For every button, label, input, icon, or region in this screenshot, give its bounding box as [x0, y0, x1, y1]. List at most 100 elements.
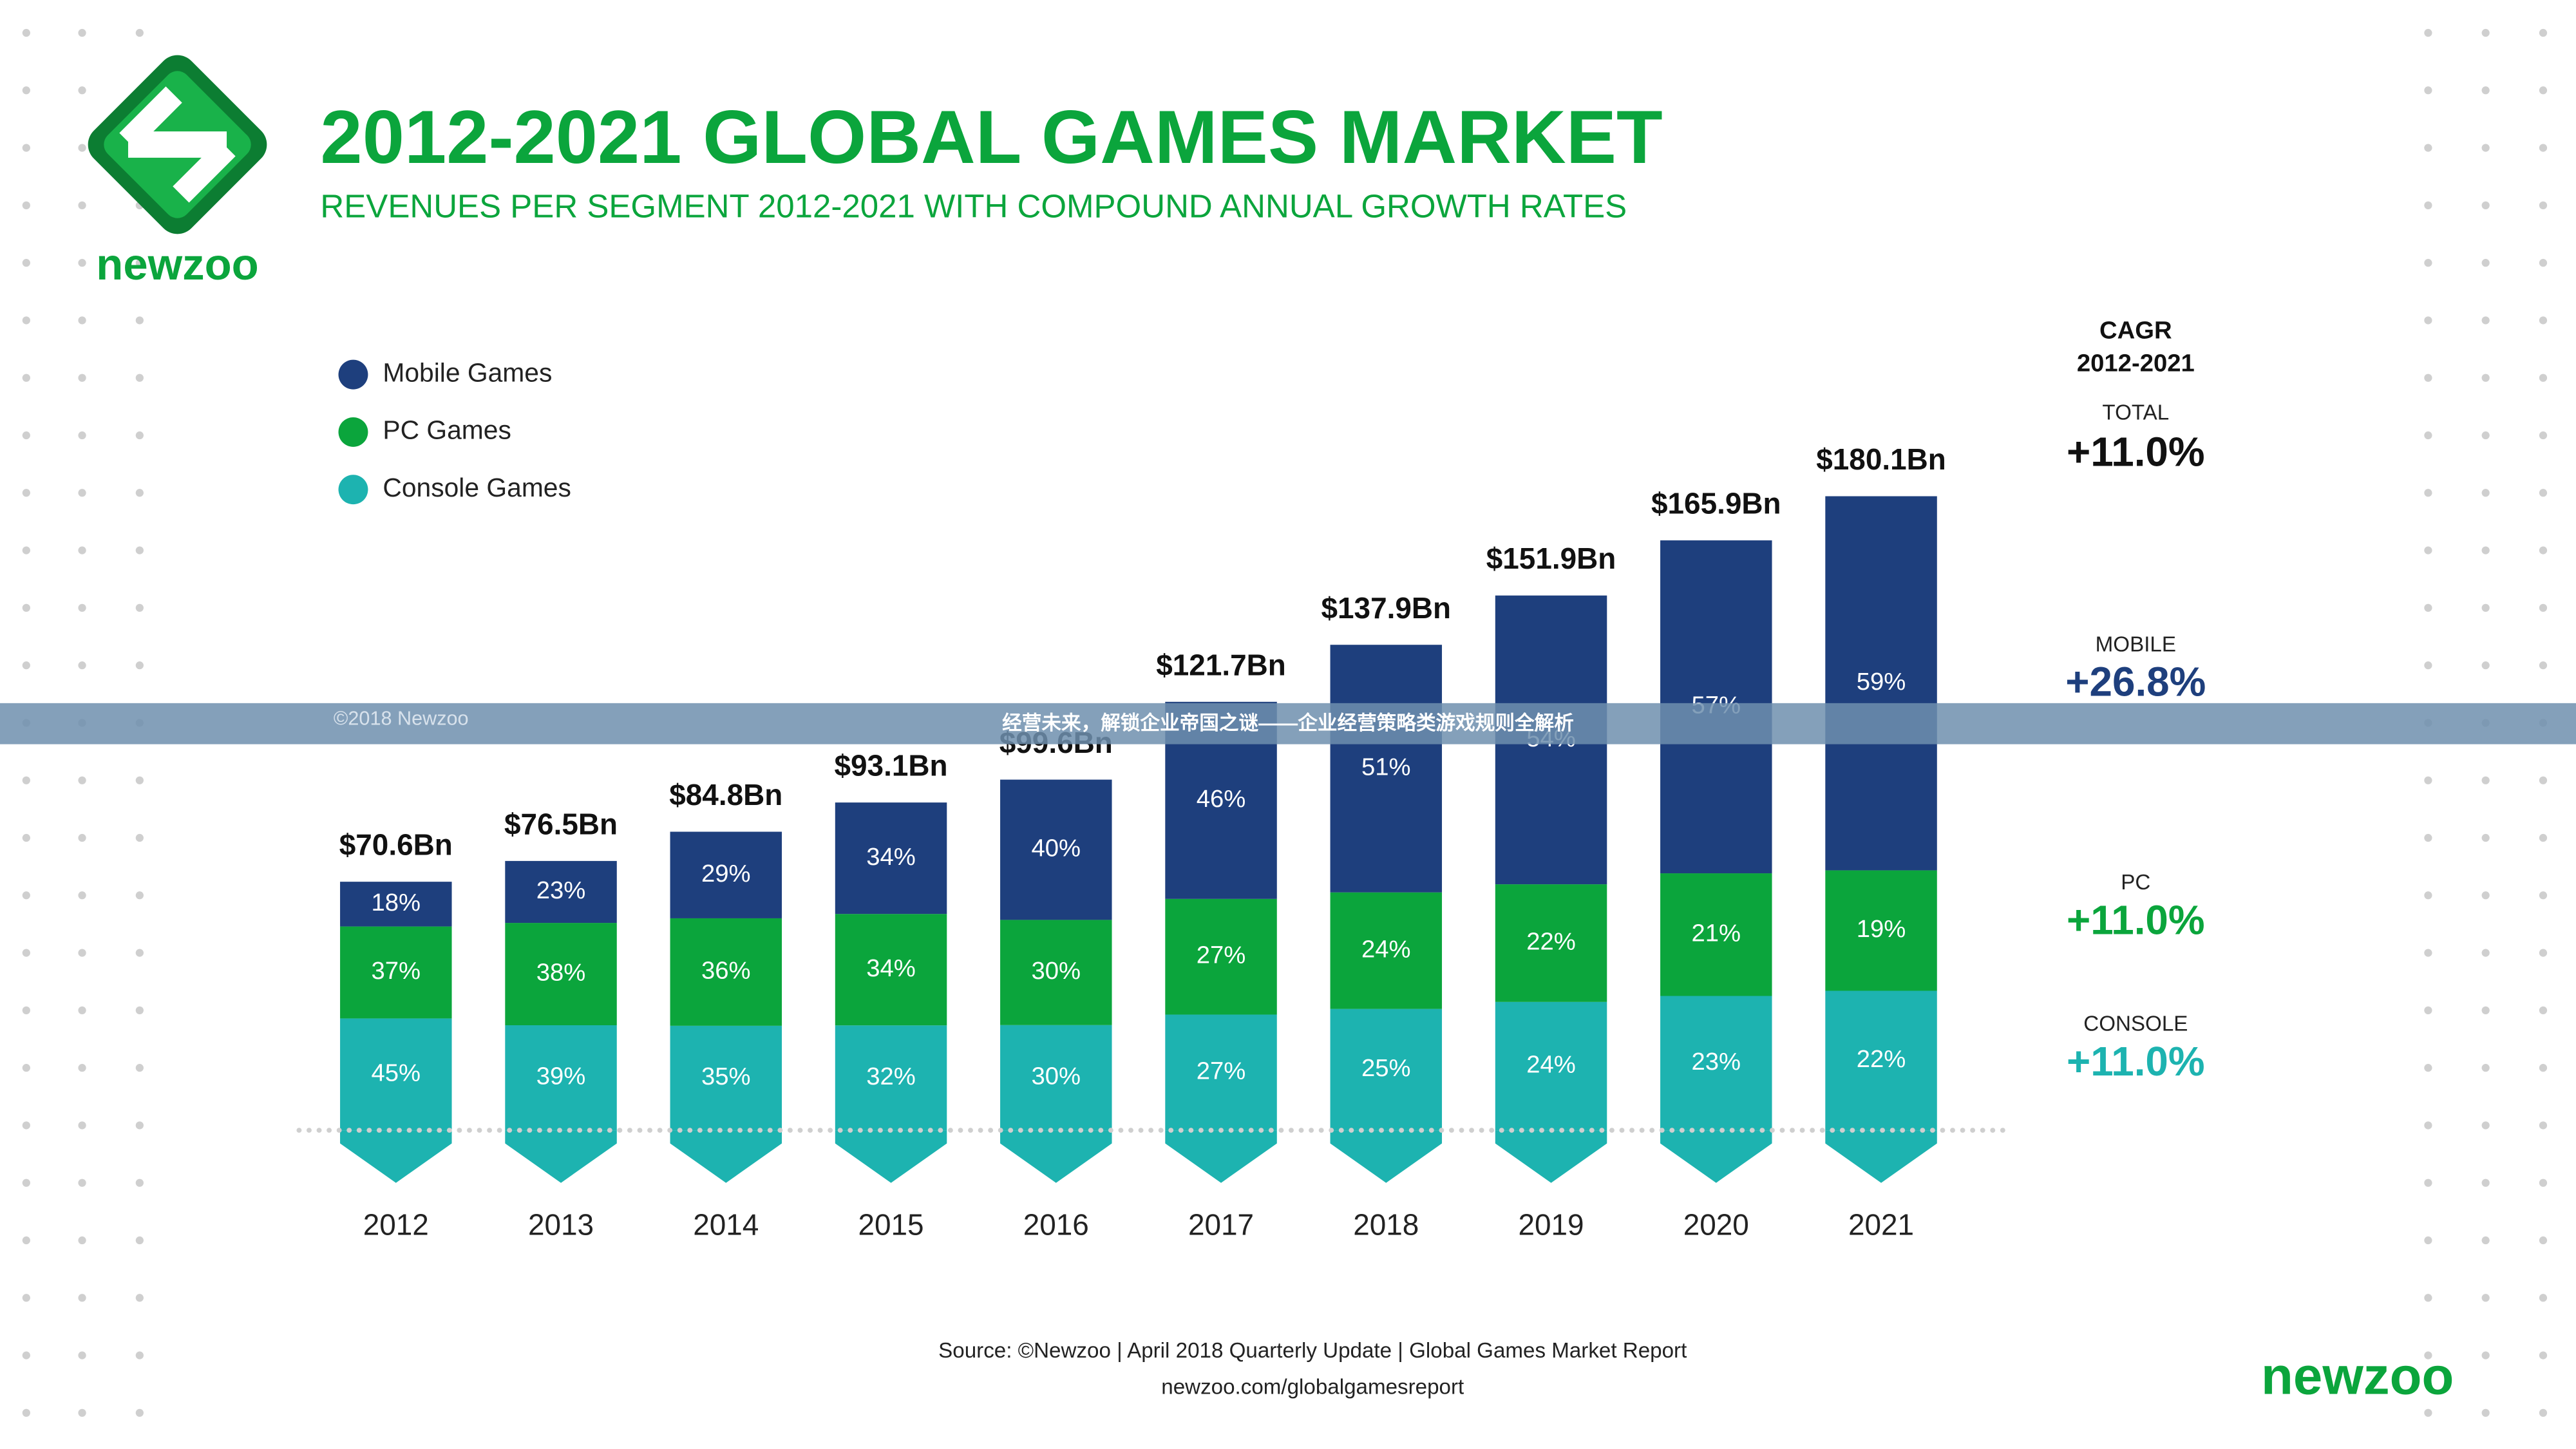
segment-label: 36% [701, 957, 751, 985]
dot [135, 259, 144, 267]
segment-label: 23% [1692, 1048, 1741, 1075]
logo [88, 55, 267, 234]
total-label: $151.9Bn [1486, 542, 1616, 575]
x-tick-label: 2013 [528, 1208, 594, 1242]
dot [2481, 316, 2490, 325]
dot [22, 776, 30, 784]
dot [2424, 28, 2432, 37]
dot [78, 546, 86, 554]
dot [135, 489, 144, 497]
dot [2539, 1236, 2548, 1245]
dot [78, 374, 86, 382]
legend-swatch [338, 417, 368, 447]
dot [2539, 259, 2548, 267]
bar-segment [1330, 1009, 1443, 1131]
cagr-value: +26.8% [2065, 659, 2206, 705]
cagr-value: +11.0% [2067, 428, 2205, 475]
dot [22, 1294, 30, 1302]
dot [22, 661, 30, 670]
bar-segment [1165, 898, 1277, 1015]
dot [2424, 1236, 2432, 1245]
x-tick-label: 2014 [693, 1208, 759, 1242]
dot [2424, 1408, 2432, 1417]
source-url: newzoo.com/globalgamesreport [1161, 1375, 1464, 1399]
dot [2481, 1064, 2490, 1072]
segment-label: 32% [866, 1063, 916, 1090]
bar-segment [1000, 779, 1112, 920]
dot [22, 144, 30, 152]
x-tick-label: 2018 [1353, 1208, 1419, 1242]
dot [78, 891, 86, 900]
dot [2481, 489, 2490, 497]
dot [2424, 603, 2432, 612]
total-label: $76.5Bn [504, 807, 618, 840]
dot [22, 1064, 30, 1072]
dot [2424, 1179, 2432, 1187]
logo-stripe [119, 86, 182, 149]
dot [2481, 86, 2490, 95]
bar-segment [1495, 884, 1607, 1002]
bar-segment [1495, 1001, 1607, 1131]
dot [2481, 1006, 2490, 1014]
dot [135, 431, 144, 440]
dot [2539, 201, 2548, 209]
dot [22, 374, 30, 382]
segment-label: 29% [701, 860, 751, 887]
bar-tip [1825, 1130, 1937, 1183]
dot [22, 86, 30, 95]
segment-label: 37% [372, 957, 421, 985]
dot [2539, 891, 2548, 900]
bar-segment [835, 914, 947, 1026]
dot [22, 316, 30, 325]
x-tick-label: 2016 [1023, 1208, 1089, 1242]
dot [2481, 1121, 2490, 1130]
dot [2424, 86, 2432, 95]
dot [22, 546, 30, 554]
dot [2481, 891, 2490, 900]
dot [135, 603, 144, 612]
dot [2539, 776, 2548, 784]
segment-label: 38% [536, 959, 586, 987]
x-tick-label: 2020 [1683, 1208, 1749, 1242]
banner-text: 经营未来，解锁企业帝国之谜——企业经营策略类游戏规则全解析 [1002, 712, 1574, 734]
bar-tip [1330, 1130, 1443, 1183]
dot [2481, 201, 2490, 209]
dot [22, 431, 30, 440]
dot [2539, 1121, 2548, 1130]
dot [78, 1408, 86, 1417]
dot [2539, 1064, 2548, 1072]
dot [2481, 1179, 2490, 1187]
bar-segment [835, 1025, 947, 1131]
dot [2539, 546, 2548, 554]
dot [2481, 144, 2490, 152]
cagr-title: CAGR [2099, 316, 2172, 344]
dot [78, 201, 86, 209]
dot [2539, 661, 2548, 670]
dot [2424, 661, 2432, 670]
subtitle: REVENUES PER SEGMENT 2012-2021 WITH COMP… [320, 187, 1627, 224]
dot [78, 431, 86, 440]
dot [78, 776, 86, 784]
legend-swatch [338, 475, 368, 505]
dot [135, 374, 144, 382]
dot [2481, 28, 2490, 37]
dot [2539, 144, 2548, 152]
dot [2539, 1294, 2548, 1302]
watermark: ©2018 Newzoo [334, 707, 469, 729]
dot [2539, 1408, 2548, 1417]
dot [78, 603, 86, 612]
dot [2539, 489, 2548, 497]
bar-segment [1660, 873, 1772, 996]
dot [2424, 431, 2432, 440]
segment-label: 51% [1361, 753, 1411, 781]
dot [78, 489, 86, 497]
segment-label: 24% [1526, 1051, 1576, 1079]
dot [135, 1064, 144, 1072]
bar-tip [1165, 1130, 1277, 1183]
dot [22, 1121, 30, 1130]
decor-dots [22, 28, 2548, 1417]
dot [135, 546, 144, 554]
dot [22, 603, 30, 612]
